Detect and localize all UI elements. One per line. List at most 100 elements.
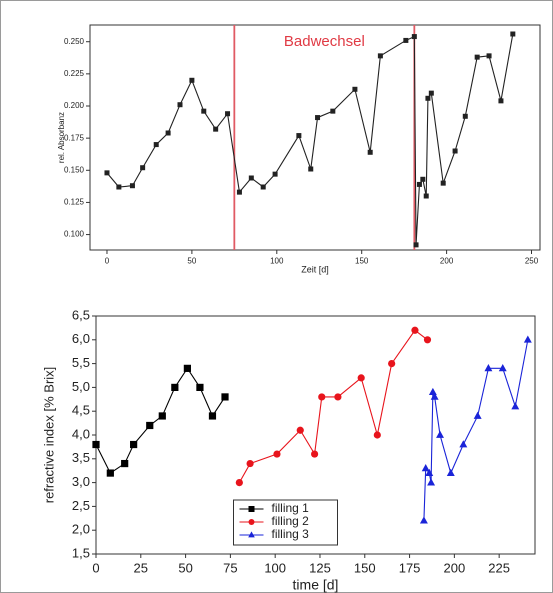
y-tick-label: 3,5 — [72, 450, 90, 465]
y-tick-label: 0.100 — [64, 230, 85, 239]
marker — [334, 393, 342, 401]
x-tick-label: 125 — [309, 561, 331, 576]
y-tick-label: 0.200 — [64, 101, 85, 110]
y-tick-label: 5,0 — [72, 379, 90, 394]
marker — [357, 374, 365, 382]
x-tick-label: 0 — [105, 257, 110, 266]
x-tick-label: 50 — [187, 257, 196, 266]
y-tick-label: 0.175 — [64, 133, 85, 142]
marker — [425, 95, 431, 101]
y-tick-label: 0.125 — [64, 198, 85, 207]
x-tick-label: 0 — [92, 561, 99, 576]
marker — [452, 148, 458, 154]
marker — [225, 111, 231, 117]
x-tick-label: 175 — [399, 561, 421, 576]
marker — [430, 392, 439, 400]
marker — [352, 86, 358, 92]
marker — [377, 53, 383, 59]
marker — [462, 113, 468, 119]
y-tick-label: 4,0 — [72, 426, 90, 441]
marker — [423, 336, 432, 344]
marker — [318, 393, 326, 401]
y-axis-label: refractive index [% Brix] — [41, 367, 56, 504]
marker — [473, 411, 482, 419]
marker — [140, 165, 146, 171]
x-tick-label: 75 — [223, 561, 237, 576]
marker — [446, 468, 455, 476]
marker — [235, 479, 243, 487]
marker — [523, 335, 532, 343]
marker — [367, 149, 373, 155]
marker — [248, 506, 255, 512]
marker — [201, 108, 207, 114]
marker — [221, 393, 229, 401]
y-tick-label: 0.250 — [64, 37, 85, 46]
marker — [130, 440, 138, 449]
marker — [510, 31, 516, 37]
y-tick-label: 0.150 — [64, 165, 85, 174]
marker — [403, 37, 409, 43]
marker — [248, 175, 254, 181]
x-tick-label: 200 — [444, 561, 466, 576]
series-line — [238, 329, 428, 483]
marker — [213, 126, 219, 132]
x-tick-label: 100 — [264, 561, 286, 576]
annotation: Badwechsel — [284, 33, 365, 50]
marker — [330, 108, 336, 114]
marker — [296, 133, 302, 139]
marker — [416, 181, 422, 187]
marker — [116, 184, 122, 190]
y-tick-label: 2,5 — [72, 498, 90, 513]
marker — [411, 326, 419, 334]
marker — [308, 166, 314, 172]
x-axis-label: time [d] — [293, 577, 339, 593]
marker — [436, 430, 444, 438]
x-tick-label: 225 — [488, 561, 510, 576]
y-tick-label: 2,0 — [72, 522, 90, 537]
x-tick-label: 200 — [440, 257, 454, 266]
marker — [146, 421, 154, 430]
marker — [484, 364, 493, 372]
marker — [419, 516, 428, 524]
y-tick-label: 3,0 — [72, 474, 90, 489]
marker — [388, 360, 396, 368]
y-tick-label: 0.225 — [64, 69, 85, 78]
x-axis-label: Zeit [d] — [301, 264, 329, 274]
marker — [273, 450, 281, 458]
marker — [486, 53, 492, 59]
marker — [248, 531, 255, 538]
marker — [196, 383, 204, 391]
marker — [311, 450, 319, 458]
marker — [104, 170, 110, 176]
x-tick-label: 100 — [270, 257, 284, 266]
marker — [427, 478, 436, 486]
x-tick-label: 250 — [525, 257, 539, 266]
marker — [440, 180, 446, 186]
marker — [498, 98, 504, 104]
y-tick-label: 6,0 — [72, 331, 90, 346]
marker — [315, 115, 321, 121]
plot-area — [89, 24, 541, 251]
marker — [129, 183, 135, 189]
legend-label: filling 2 — [272, 514, 310, 528]
legend-label: filling 3 — [272, 527, 310, 541]
y-tick-label: 6,5 — [72, 307, 90, 322]
y-axis-label: rel. Absorbanz — [57, 112, 66, 163]
y-tick-label: 1,5 — [72, 545, 90, 560]
marker — [272, 171, 278, 177]
x-tick-label: 150 — [355, 257, 369, 266]
y-tick-label: 4,5 — [72, 403, 90, 418]
marker — [165, 130, 171, 136]
x-tick-label: 150 — [354, 561, 376, 576]
marker — [189, 77, 195, 83]
marker — [474, 54, 480, 60]
marker — [158, 412, 166, 420]
marker — [420, 176, 426, 182]
marker — [177, 102, 183, 108]
marker — [260, 184, 266, 190]
marker — [248, 519, 255, 525]
legend-label: filling 1 — [272, 501, 310, 515]
marker — [498, 364, 507, 372]
marker — [236, 189, 242, 195]
